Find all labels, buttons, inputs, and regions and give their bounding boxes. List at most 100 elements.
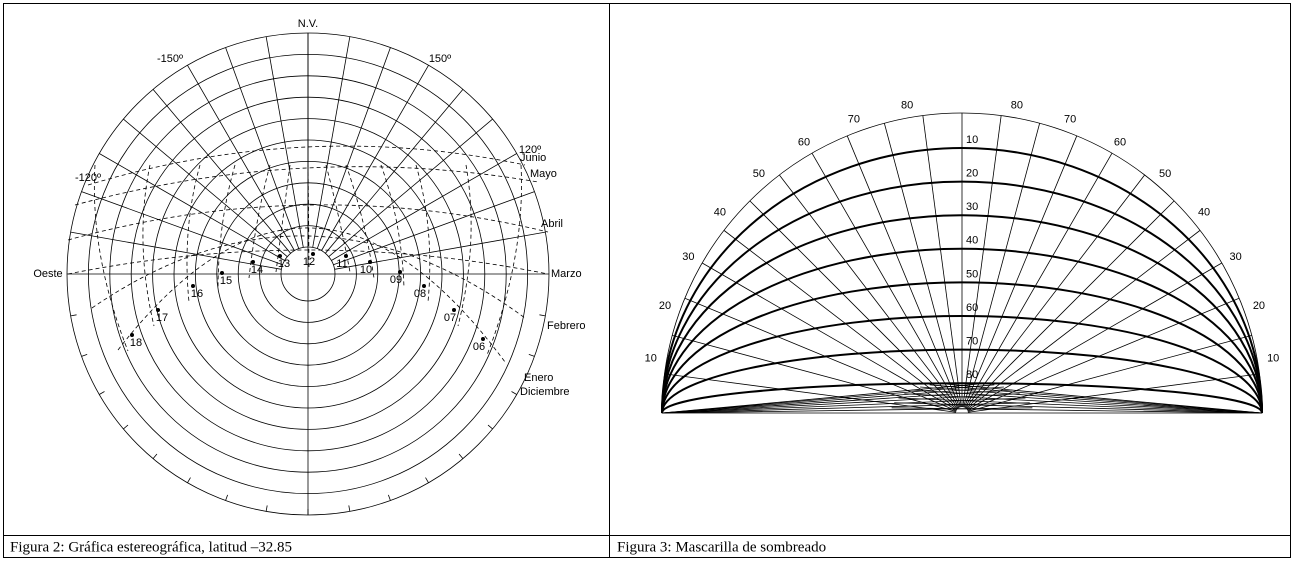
corner-line bbox=[939, 383, 1263, 414]
north-label: N.V. bbox=[298, 18, 318, 30]
hour-label: 07 bbox=[444, 312, 456, 324]
hour-label: 15 bbox=[220, 275, 232, 287]
mask-curve bbox=[661, 348, 1263, 414]
right-scale-label: 80 bbox=[1011, 100, 1023, 112]
left-scale-label: 10 bbox=[645, 353, 657, 365]
hour-line bbox=[93, 164, 129, 352]
azimuth-label: 120º bbox=[519, 144, 541, 156]
west-label: Oeste bbox=[33, 268, 62, 280]
azimuth-line bbox=[152, 89, 291, 254]
hour-line bbox=[345, 164, 375, 279]
azimuth-line bbox=[225, 47, 300, 249]
caption: Figura 3: Mascarilla de sombreado bbox=[617, 539, 826, 555]
hour-label: 16 bbox=[191, 288, 203, 300]
month-label: Diciembre bbox=[520, 386, 570, 398]
radial-line bbox=[966, 262, 1223, 411]
sun-point bbox=[344, 254, 348, 258]
sun-point bbox=[251, 260, 255, 264]
left-scale-label: 20 bbox=[659, 300, 671, 312]
radial-line bbox=[883, 123, 961, 408]
hour-line bbox=[486, 164, 522, 356]
radial-line bbox=[811, 152, 960, 409]
radial-line bbox=[966, 230, 1201, 410]
azimuth-line bbox=[70, 231, 282, 270]
right-scale-label: 40 bbox=[1198, 206, 1210, 218]
tick bbox=[99, 391, 105, 395]
mask-curve bbox=[661, 147, 1263, 414]
outer-arc bbox=[661, 112, 1263, 414]
azimuth-line bbox=[316, 47, 391, 249]
month-label: Abril bbox=[541, 218, 563, 230]
hour-line bbox=[307, 164, 310, 271]
radial-line bbox=[779, 174, 959, 409]
azimuth-line bbox=[265, 36, 304, 248]
left-scale-label: 40 bbox=[714, 206, 726, 218]
month-label: Enero bbox=[524, 372, 553, 384]
center-scale-label: 40 bbox=[966, 235, 978, 247]
azimuth-label: 150º bbox=[429, 53, 451, 65]
hour-line bbox=[186, 164, 201, 303]
azimuth-line bbox=[325, 89, 464, 254]
sun-point bbox=[311, 252, 315, 256]
radial-line bbox=[922, 115, 962, 408]
center-scale-label: 20 bbox=[966, 168, 978, 180]
radial-line bbox=[723, 230, 958, 410]
mask-curve bbox=[661, 180, 1263, 414]
azimuth-label: -150º bbox=[157, 53, 183, 65]
right-scale-label: 10 bbox=[1267, 353, 1279, 365]
sun-point bbox=[220, 271, 224, 275]
center-scale-label: 50 bbox=[966, 268, 978, 280]
mask-curve bbox=[661, 281, 1263, 414]
azimuth-label: -120º bbox=[75, 172, 101, 184]
mask-curve bbox=[661, 382, 1263, 414]
radial-line bbox=[965, 200, 1175, 410]
sun-point bbox=[481, 337, 485, 341]
tick bbox=[425, 477, 429, 483]
center-scale-label: 30 bbox=[966, 201, 978, 213]
hour-label: 06 bbox=[473, 341, 485, 353]
corner-line bbox=[661, 383, 985, 414]
tick bbox=[528, 353, 535, 357]
radial-line bbox=[963, 123, 1041, 408]
corner-line bbox=[661, 407, 1033, 414]
tick bbox=[487, 424, 493, 430]
hour-label: 11 bbox=[336, 258, 347, 270]
month-label: Junio bbox=[520, 152, 546, 164]
azimuth-line bbox=[312, 36, 351, 248]
sun-point bbox=[130, 333, 134, 337]
tick bbox=[187, 477, 191, 483]
sun-path bbox=[74, 166, 539, 206]
hour-label: 10 bbox=[360, 264, 372, 276]
tick bbox=[70, 314, 77, 317]
tick bbox=[225, 494, 229, 501]
corner-line bbox=[661, 393, 1020, 414]
azimuth-line bbox=[328, 118, 493, 257]
hour-line bbox=[142, 164, 155, 327]
tick bbox=[458, 453, 464, 459]
tick bbox=[123, 424, 129, 430]
radial-line bbox=[846, 135, 961, 408]
month-label: Mayo bbox=[530, 168, 557, 180]
radial-line bbox=[749, 200, 959, 410]
sun-point bbox=[191, 284, 195, 288]
azimuth-line bbox=[187, 65, 295, 251]
hour-label: 09 bbox=[390, 274, 402, 286]
right-scale-label: 30 bbox=[1230, 251, 1242, 263]
corner-line bbox=[661, 402, 1030, 414]
caption: Figura 2: Gráfica estereográfica, latitu… bbox=[10, 539, 292, 555]
hour-label: 13 bbox=[278, 258, 290, 270]
left-scale-label: 80 bbox=[901, 100, 913, 112]
corner-line bbox=[661, 397, 1026, 414]
hour-line bbox=[415, 164, 431, 303]
center-scale-label: 80 bbox=[966, 369, 978, 381]
hour-line bbox=[275, 164, 291, 273]
right-scale-label: 70 bbox=[1064, 114, 1076, 126]
left-scale-label: 60 bbox=[798, 137, 810, 149]
month-label: Febrero bbox=[547, 320, 586, 332]
sun-point bbox=[156, 308, 160, 312]
hour-label: 12 bbox=[303, 256, 315, 268]
azimuth-line bbox=[333, 191, 535, 266]
month-label: Marzo bbox=[551, 268, 582, 280]
